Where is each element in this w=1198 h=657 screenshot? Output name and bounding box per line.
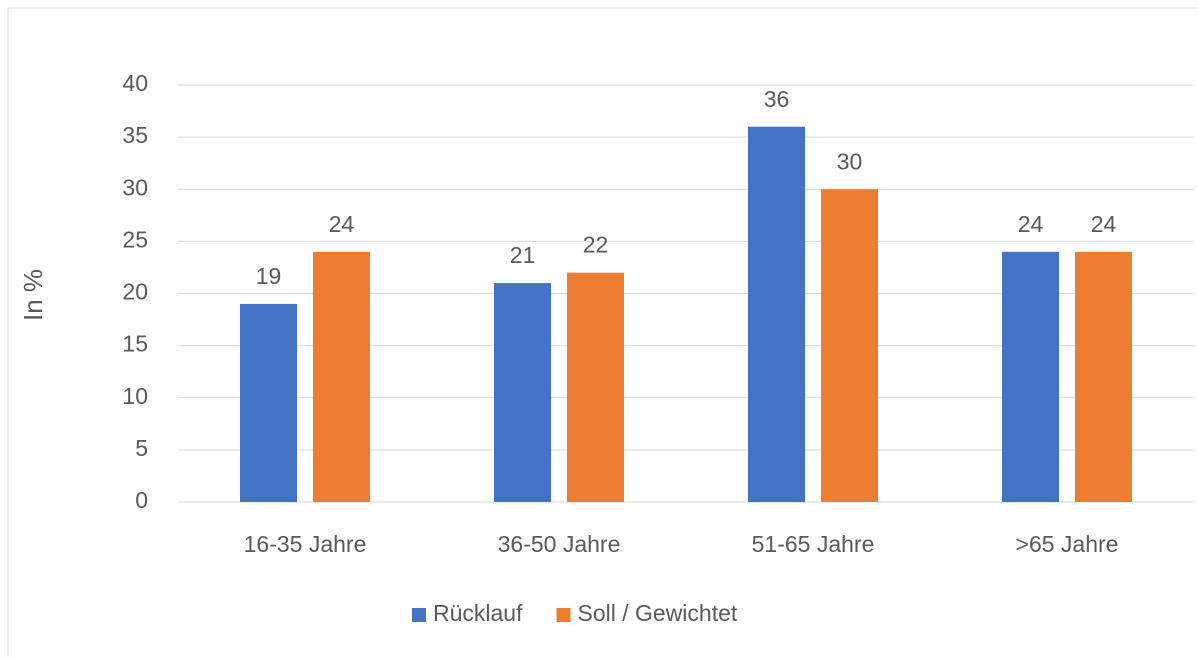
y-tick-label: 40 [122,70,148,96]
y-tick-label: 30 [122,174,148,200]
bar [494,283,551,502]
bar [1002,251,1059,502]
bar [313,251,370,502]
x-tick-label: 16-35 Jahre [244,531,367,557]
bar [240,303,297,502]
bar [748,126,805,502]
legend-label: Soll / Gewichtet [577,600,737,626]
x-tick-label: 51-65 Jahre [752,531,875,557]
y-tick-label: 15 [122,331,148,357]
y-tick-label: 35 [122,122,148,148]
y-tick-label: 0 [135,487,148,513]
data-label: 19 [256,263,282,289]
y-tick-label: 5 [135,435,148,461]
data-label: 24 [1018,211,1044,237]
y-axis-label: In % [18,269,48,321]
chart-frame [7,7,1198,657]
bar [821,189,878,502]
y-tick-label: 10 [122,383,148,409]
y-tick-label: 20 [122,279,148,305]
y-tick-label: 25 [122,226,148,252]
x-tick-label: >65 Jahre [1016,531,1119,557]
data-label: 36 [764,86,790,112]
legend-label: Rücklauf [433,600,523,626]
data-label: 21 [510,242,536,268]
data-label: 24 [329,211,355,237]
bar [1075,251,1132,502]
legend-swatch [556,608,571,622]
legend-swatch [412,608,426,622]
data-label: 30 [837,148,863,174]
data-label: 24 [1091,211,1117,237]
x-tick-label: 36-50 Jahre [498,531,621,557]
bar [567,272,624,502]
data-label: 22 [583,232,609,258]
